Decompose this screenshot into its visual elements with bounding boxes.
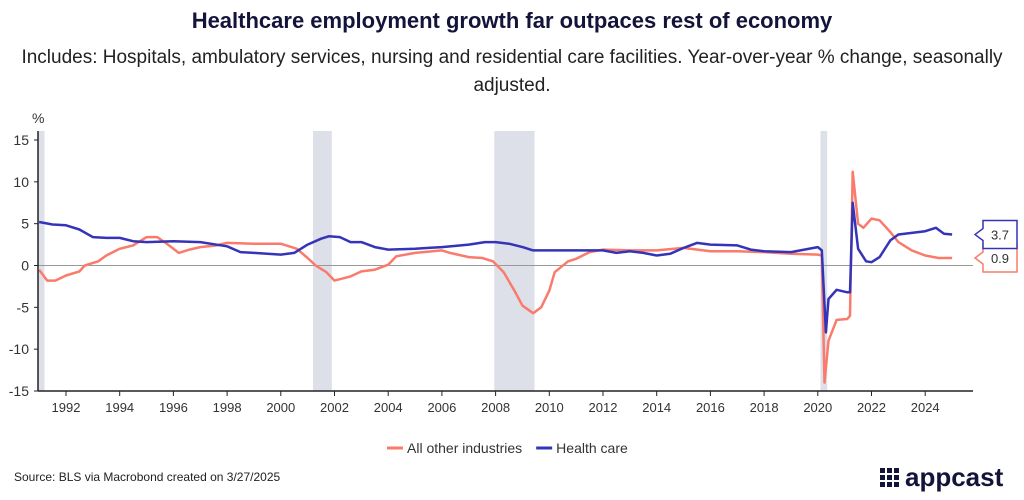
x-tick-label: 1992 xyxy=(52,400,81,415)
chart-subtitle: Includes: Hospitals, ambulatory services… xyxy=(21,47,1003,96)
y-tick-label: 0 xyxy=(21,258,29,274)
x-tick-label: 2020 xyxy=(803,400,832,415)
x-tick-label: 1994 xyxy=(105,400,134,415)
x-tick-label: 2014 xyxy=(642,400,671,415)
y-tick-label: -15 xyxy=(9,383,29,399)
x-tick-label: 1998 xyxy=(213,400,242,415)
source-note: Source: BLS via Macrobond created on 3/2… xyxy=(14,470,281,484)
recession-band xyxy=(38,131,45,391)
x-tick-label: 2002 xyxy=(320,400,349,415)
x-tick-label: 1996 xyxy=(159,400,188,415)
end-value-label: 0.9 xyxy=(991,251,1009,266)
appcast-logo: appcast xyxy=(880,462,1003,493)
x-tick-label: 2016 xyxy=(696,400,725,415)
recession-band xyxy=(820,131,828,391)
y-tick-label: -5 xyxy=(17,299,30,315)
y-tick-label: 10 xyxy=(13,174,29,190)
y-axis-label: % xyxy=(32,110,44,126)
y-tick-label: 5 xyxy=(21,216,29,232)
x-tick-label: 2022 xyxy=(857,400,886,415)
x-tick-label: 2018 xyxy=(750,400,779,415)
series-line-all-other-industries xyxy=(38,170,953,384)
x-tick-label: 2004 xyxy=(374,400,403,415)
chart-title: Healthcare employment growth far outpace… xyxy=(191,8,833,33)
x-tick-label: 2012 xyxy=(589,400,618,415)
end-value-label: 3.7 xyxy=(991,228,1009,243)
x-tick-label: 2024 xyxy=(911,400,940,415)
series-line-health-care xyxy=(38,201,953,334)
end-value-callout xyxy=(973,243,1018,273)
y-tick-label: -10 xyxy=(9,341,29,357)
logo-text: appcast xyxy=(905,462,1004,492)
x-tick-label: 2006 xyxy=(427,400,456,415)
x-tick-label: 2008 xyxy=(481,400,510,415)
legend-label: Health care xyxy=(556,440,628,456)
logo-dots-icon xyxy=(880,468,899,487)
end-value-callout xyxy=(973,219,1018,250)
y-tick-label: 15 xyxy=(13,132,29,148)
recession-band xyxy=(313,131,332,391)
recession-band xyxy=(494,131,535,391)
x-tick-label: 2000 xyxy=(266,400,295,415)
legend-label: All other industries xyxy=(407,440,522,456)
x-tick-label: 2010 xyxy=(535,400,564,415)
